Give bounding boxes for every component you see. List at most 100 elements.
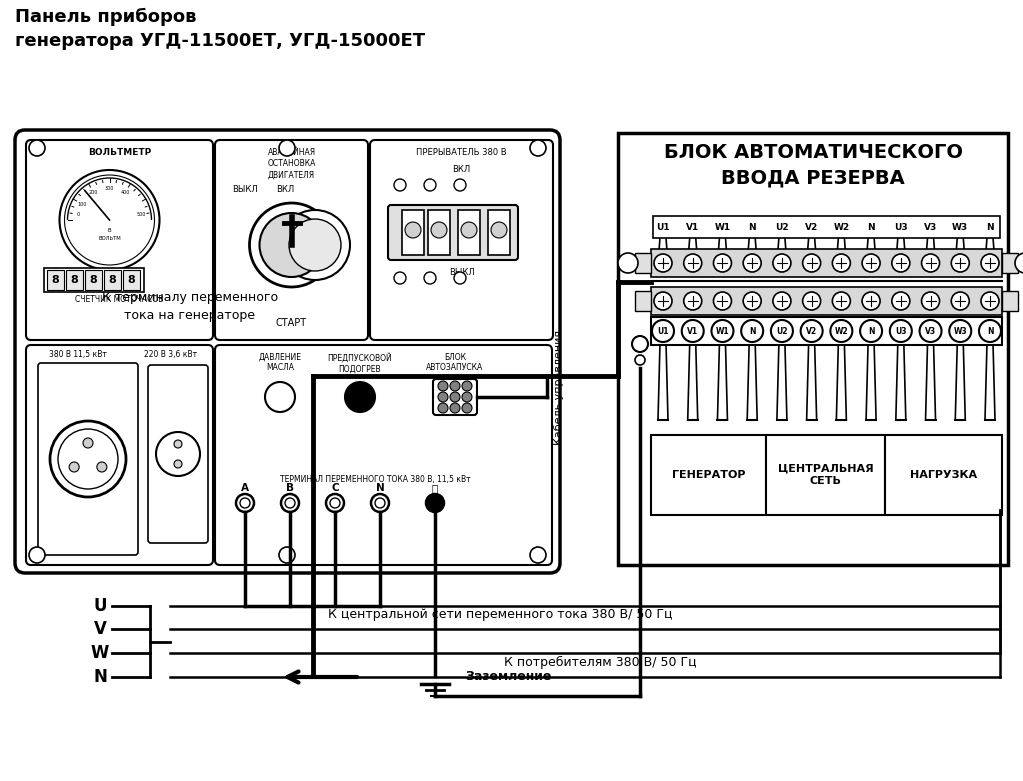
Text: К терминалу переменного
тока на генераторе: К терминалу переменного тока на генерато…	[102, 291, 278, 322]
Circle shape	[462, 403, 472, 413]
Circle shape	[375, 498, 385, 508]
Circle shape	[29, 547, 45, 563]
Circle shape	[424, 179, 436, 191]
Circle shape	[174, 460, 182, 468]
Circle shape	[462, 381, 472, 391]
Circle shape	[632, 336, 648, 352]
Circle shape	[450, 392, 460, 402]
Text: N: N	[986, 223, 993, 233]
Circle shape	[64, 175, 154, 265]
Text: W1: W1	[716, 326, 729, 336]
Circle shape	[635, 355, 644, 365]
Circle shape	[713, 292, 731, 310]
Circle shape	[462, 392, 472, 402]
Bar	[1002, 253, 1018, 273]
Text: 200: 200	[89, 190, 98, 194]
Circle shape	[330, 498, 340, 508]
Bar	[104, 270, 121, 290]
Text: A: A	[241, 483, 249, 493]
Circle shape	[654, 254, 672, 272]
FancyBboxPatch shape	[26, 345, 213, 565]
Circle shape	[890, 320, 911, 342]
Circle shape	[979, 320, 1000, 342]
Circle shape	[743, 292, 761, 310]
Text: W3: W3	[953, 326, 967, 336]
FancyBboxPatch shape	[15, 130, 560, 573]
Bar	[618, 133, 1008, 565]
Text: V2: V2	[805, 223, 818, 233]
Bar	[458, 210, 480, 255]
Text: W1: W1	[714, 223, 730, 233]
Text: ⏚: ⏚	[432, 483, 438, 493]
Text: V2: V2	[806, 326, 817, 336]
FancyBboxPatch shape	[433, 379, 477, 415]
Circle shape	[860, 320, 882, 342]
Circle shape	[281, 494, 299, 512]
Circle shape	[892, 254, 909, 272]
Circle shape	[326, 494, 344, 512]
Circle shape	[1015, 253, 1023, 273]
Text: ГЕНЕРАТОР: ГЕНЕРАТОР	[672, 470, 746, 480]
Text: ПРЕДПУСКОВОЙ
ПОДОГРЕВ: ПРЕДПУСКОВОЙ ПОДОГРЕВ	[327, 353, 393, 373]
Text: U3: U3	[895, 326, 906, 336]
Circle shape	[920, 320, 941, 342]
Circle shape	[394, 272, 406, 284]
Text: 220 В 3,6 кВт: 220 В 3,6 кВт	[144, 350, 197, 359]
Text: Панель приборов: Панель приборов	[15, 8, 196, 26]
Text: W3: W3	[952, 223, 969, 233]
Circle shape	[236, 494, 254, 512]
Circle shape	[683, 254, 702, 272]
Circle shape	[454, 179, 466, 191]
Circle shape	[438, 403, 448, 413]
Circle shape	[70, 462, 79, 472]
Text: ВЫКЛ: ВЫКЛ	[449, 268, 475, 277]
Circle shape	[405, 222, 421, 238]
Circle shape	[371, 494, 389, 512]
Circle shape	[240, 498, 250, 508]
Circle shape	[431, 222, 447, 238]
FancyBboxPatch shape	[26, 140, 213, 340]
Circle shape	[711, 320, 733, 342]
Text: ТЕРМИНАЛ ПЕРЕМЕННОГО ТОКА 380 В, 11,5 кВт: ТЕРМИНАЛ ПЕРЕМЕННОГО ТОКА 380 В, 11,5 кВ…	[279, 475, 471, 484]
Text: 8: 8	[128, 275, 135, 285]
Text: B: B	[286, 483, 294, 493]
Circle shape	[654, 292, 672, 310]
Text: ⏚: ⏚	[636, 337, 644, 351]
Circle shape	[59, 170, 160, 270]
Bar	[651, 287, 1002, 315]
Text: 100: 100	[77, 201, 87, 206]
Text: 400: 400	[121, 190, 130, 194]
Circle shape	[892, 292, 909, 310]
Circle shape	[29, 140, 45, 156]
Text: 8: 8	[108, 275, 117, 285]
Bar	[653, 216, 1000, 238]
Circle shape	[803, 254, 820, 272]
Circle shape	[652, 320, 674, 342]
Text: U1: U1	[656, 223, 670, 233]
Circle shape	[922, 254, 939, 272]
Circle shape	[290, 219, 341, 271]
Circle shape	[426, 494, 444, 512]
Text: ЦЕНТРАЛЬНАЯ
СЕТЬ: ЦЕНТРАЛЬНАЯ СЕТЬ	[777, 464, 874, 487]
Bar	[635, 291, 651, 311]
Circle shape	[450, 403, 460, 413]
Circle shape	[771, 320, 793, 342]
Bar	[123, 270, 140, 290]
Circle shape	[981, 292, 999, 310]
Text: U2: U2	[775, 223, 789, 233]
Circle shape	[773, 254, 791, 272]
FancyBboxPatch shape	[215, 140, 368, 340]
Bar	[402, 210, 424, 255]
Text: U2: U2	[776, 326, 788, 336]
Text: АВАРИЙНАЯ
ОСТАНОВКА
ДВИГАТЕЛЯ: АВАРИЙНАЯ ОСТАНОВКА ДВИГАТЕЛЯ	[267, 148, 316, 179]
Bar	[635, 253, 651, 273]
Circle shape	[97, 462, 106, 472]
Circle shape	[833, 292, 850, 310]
FancyBboxPatch shape	[215, 345, 552, 565]
Circle shape	[279, 547, 295, 563]
Circle shape	[345, 382, 375, 412]
Text: N: N	[749, 223, 756, 233]
Bar	[66, 270, 83, 290]
Circle shape	[683, 292, 702, 310]
Text: 380 В 11,5 кВт: 380 В 11,5 кВт	[49, 350, 107, 359]
